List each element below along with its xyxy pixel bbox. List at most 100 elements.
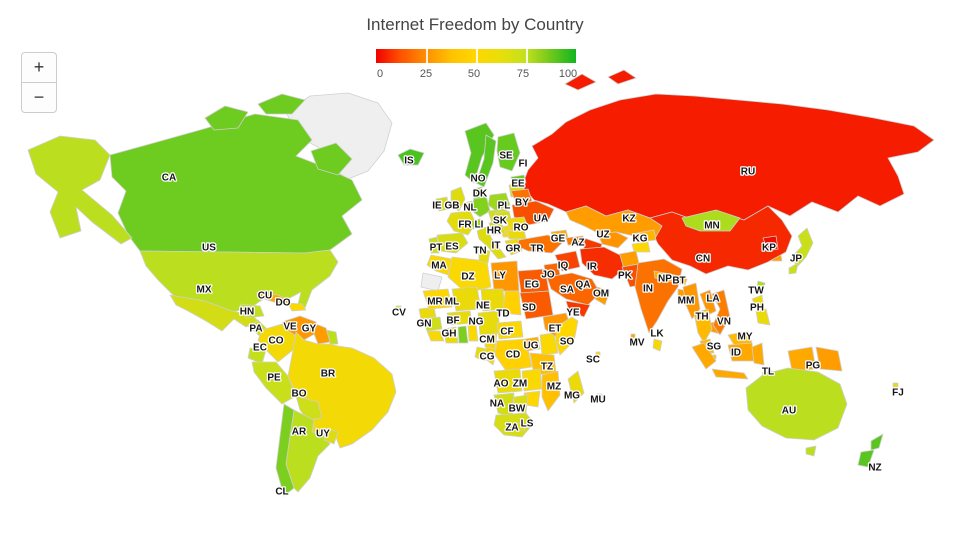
country-ph[interactable] <box>755 308 771 326</box>
country-vn[interactable] <box>711 289 731 336</box>
country-qa[interactable] <box>581 279 590 290</box>
country-cu[interactable] <box>255 292 291 306</box>
country-nz[interactable] <box>857 449 875 468</box>
country-np[interactable] <box>653 270 676 283</box>
country-pl[interactable] <box>487 192 511 212</box>
country-label-tz: TZ <box>541 362 553 373</box>
country-cg[interactable] <box>482 346 498 366</box>
country-label-mr: MR <box>427 297 443 308</box>
country-jp[interactable] <box>791 227 814 268</box>
country-us[interactable] <box>139 249 339 313</box>
country-ao[interactable] <box>493 368 523 394</box>
zoom-out-button[interactable]: − <box>21 82 57 113</box>
country-gh[interactable] <box>457 325 469 344</box>
country-ye[interactable] <box>565 300 591 318</box>
country-mn[interactable] <box>681 209 741 232</box>
country-gb[interactable] <box>450 186 466 212</box>
country-so[interactable] <box>555 316 579 356</box>
country-ge[interactable] <box>550 229 569 240</box>
country-nl[interactable] <box>463 200 475 212</box>
country-tn[interactable] <box>478 248 491 264</box>
country-cv[interactable] <box>395 305 402 311</box>
country-id[interactable] <box>751 342 765 366</box>
country-kg[interactable] <box>631 229 657 243</box>
legend-separator <box>476 49 478 63</box>
country-by[interactable] <box>510 188 533 206</box>
country-iq[interactable] <box>554 250 581 272</box>
country-id[interactable] <box>711 368 749 380</box>
country-kp[interactable] <box>762 235 779 252</box>
country-hr[interactable] <box>488 220 506 236</box>
country-label-dk: DK <box>473 189 488 200</box>
country-mv[interactable] <box>630 333 636 339</box>
country-do[interactable] <box>287 302 307 312</box>
country-hn[interactable] <box>239 303 265 319</box>
country-mu[interactable] <box>596 393 603 400</box>
country-mr[interactable] <box>422 288 453 310</box>
country-bf[interactable] <box>446 310 473 326</box>
country-ro[interactable] <box>504 216 529 232</box>
country-mx[interactable] <box>169 294 259 332</box>
country-tr[interactable] <box>516 234 563 254</box>
country-ca[interactable] <box>310 142 353 176</box>
country-ca[interactable] <box>204 105 249 131</box>
country-gy[interactable] <box>313 323 331 345</box>
country-fr[interactable] <box>446 210 477 236</box>
country-fi[interactable] <box>496 132 521 172</box>
country-ir[interactable] <box>579 246 625 280</box>
country-it[interactable] <box>476 226 507 260</box>
country-id[interactable] <box>691 342 717 370</box>
country-se[interactable] <box>475 134 497 188</box>
country-gn[interactable] <box>422 316 443 332</box>
country-az[interactable] <box>565 235 586 246</box>
country-bt[interactable] <box>675 276 688 286</box>
country-om[interactable] <box>594 286 611 306</box>
country-label-br: BR <box>321 369 336 380</box>
country-au[interactable] <box>745 367 848 441</box>
country-li[interactable] <box>470 218 483 230</box>
country-jp[interactable] <box>788 262 799 275</box>
country-th[interactable] <box>693 308 713 344</box>
country-mz[interactable] <box>541 370 561 412</box>
country-la[interactable] <box>699 289 717 316</box>
country-in[interactable] <box>634 258 683 334</box>
country-ru[interactable] <box>564 73 597 91</box>
country-bo[interactable] <box>295 395 323 421</box>
country-uy[interactable] <box>323 427 339 445</box>
country-pt[interactable] <box>428 236 440 254</box>
zoom-in-button[interactable]: + <box>21 52 57 83</box>
country-tw[interactable] <box>756 280 766 293</box>
country-ml[interactable] <box>451 286 482 312</box>
country-fj[interactable] <box>892 382 899 388</box>
country-uz[interactable] <box>597 231 629 249</box>
country-label-my: MY <box>738 332 753 343</box>
country-es[interactable] <box>436 232 469 254</box>
country-ru[interactable] <box>607 69 637 85</box>
country-ca[interactable] <box>109 113 363 254</box>
country-pg[interactable] <box>815 346 843 372</box>
country-cl[interactable] <box>275 403 295 497</box>
country-sc[interactable] <box>595 351 601 357</box>
country-dk[interactable] <box>472 186 485 200</box>
country-ca[interactable] <box>257 93 306 115</box>
country-ls[interactable] <box>516 422 527 432</box>
country-mg[interactable] <box>567 370 585 404</box>
country-label-za: ZA <box>505 423 518 434</box>
country-ru[interactable] <box>521 93 935 221</box>
country-ie[interactable] <box>435 196 450 212</box>
country-cf[interactable] <box>496 320 524 340</box>
country-nz[interactable] <box>870 433 884 451</box>
country-ug[interactable] <box>524 336 541 352</box>
country-au[interactable] <box>805 445 817 457</box>
country-label-kp: KP <box>762 243 776 254</box>
country-lk[interactable] <box>652 338 663 352</box>
country-us[interactable] <box>27 135 133 245</box>
country-ee[interactable] <box>510 174 527 186</box>
country-id[interactable] <box>787 346 817 372</box>
country-ma[interactable] <box>426 254 453 276</box>
country-pe[interactable] <box>251 361 297 405</box>
country-ve[interactable] <box>281 315 319 341</box>
country-td[interactable] <box>502 290 522 316</box>
country-is[interactable] <box>397 148 425 166</box>
